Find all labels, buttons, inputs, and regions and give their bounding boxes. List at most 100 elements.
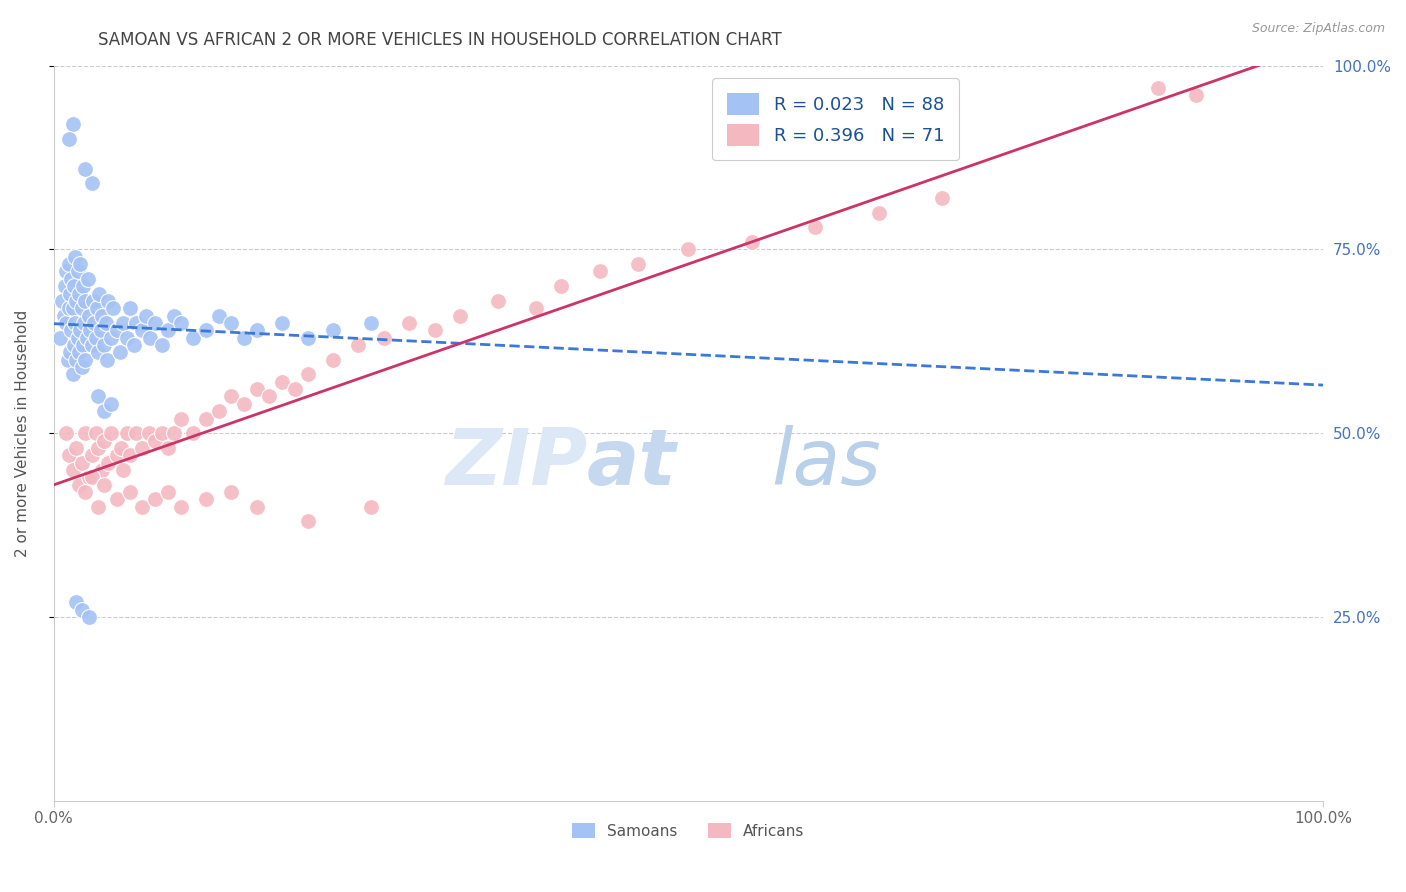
- Point: [156, 441, 179, 455]
- Point: [51, 293, 73, 308]
- Point: [55, 316, 77, 330]
- Point: [117, 331, 139, 345]
- Point: [62, 117, 84, 131]
- Point: [87, 389, 110, 403]
- Point: [94, 316, 117, 330]
- Y-axis label: 2 or more Vehicles in Household: 2 or more Vehicles in Household: [15, 310, 30, 557]
- Point: [208, 309, 231, 323]
- Point: [70, 360, 93, 375]
- Point: [59, 286, 82, 301]
- Point: [84, 331, 107, 345]
- Point: [70, 456, 93, 470]
- Point: [221, 389, 243, 403]
- Point: [156, 485, 179, 500]
- Point: [169, 411, 191, 425]
- Point: [72, 338, 94, 352]
- Text: at: at: [586, 425, 676, 500]
- Point: [486, 293, 509, 308]
- Point: [169, 316, 191, 330]
- Point: [62, 368, 84, 382]
- Point: [89, 286, 111, 301]
- Point: [77, 470, 100, 484]
- Point: [66, 264, 89, 278]
- Point: [194, 323, 217, 337]
- Point: [246, 500, 269, 514]
- Point: [221, 316, 243, 330]
- Point: [117, 426, 139, 441]
- Point: [246, 382, 269, 396]
- Point: [58, 448, 80, 462]
- Point: [67, 477, 90, 491]
- Point: [105, 492, 128, 507]
- Point: [322, 323, 344, 337]
- Point: [67, 286, 90, 301]
- Point: [322, 352, 344, 367]
- Point: [105, 323, 128, 337]
- Point: [150, 338, 173, 352]
- Point: [97, 293, 120, 308]
- Point: [373, 331, 395, 345]
- Point: [62, 463, 84, 477]
- Point: [62, 301, 84, 316]
- Point: [1147, 80, 1170, 95]
- Point: [55, 426, 77, 441]
- Point: [135, 309, 157, 323]
- Point: [221, 485, 243, 500]
- Point: [90, 309, 112, 323]
- Point: [63, 250, 86, 264]
- Point: [103, 301, 125, 316]
- Point: [80, 470, 103, 484]
- Point: [63, 338, 86, 352]
- Point: [49, 331, 72, 345]
- Point: [65, 441, 87, 455]
- Point: [77, 610, 100, 624]
- Point: [82, 293, 104, 308]
- Point: [60, 323, 83, 337]
- Point: [52, 309, 75, 323]
- Point: [156, 323, 179, 337]
- Point: [118, 485, 141, 500]
- Point: [93, 434, 115, 448]
- Point: [87, 500, 110, 514]
- Point: [297, 515, 319, 529]
- Point: [118, 448, 141, 462]
- Point: [75, 293, 97, 308]
- Point: [93, 338, 115, 352]
- Point: [150, 426, 173, 441]
- Point: [588, 264, 610, 278]
- Point: [96, 352, 118, 367]
- Point: [100, 331, 122, 345]
- Point: [56, 352, 79, 367]
- Point: [58, 301, 80, 316]
- Point: [108, 345, 131, 359]
- Point: [76, 331, 98, 345]
- Point: [67, 345, 90, 359]
- Text: SAMOAN VS AFRICAN 2 OR MORE VEHICLES IN HOUSEHOLD CORRELATION CHART: SAMOAN VS AFRICAN 2 OR MORE VEHICLES IN …: [98, 31, 782, 49]
- Point: [233, 397, 256, 411]
- Point: [139, 331, 162, 345]
- Text: ZIP: ZIP: [444, 425, 586, 500]
- Point: [181, 426, 204, 441]
- Point: [194, 492, 217, 507]
- Point: [53, 279, 76, 293]
- Point: [75, 352, 97, 367]
- Point: [163, 309, 186, 323]
- Point: [77, 309, 100, 323]
- Point: [69, 323, 91, 337]
- Point: [69, 257, 91, 271]
- Point: [72, 279, 94, 293]
- Point: [90, 323, 112, 337]
- Point: [347, 338, 370, 352]
- Point: [87, 345, 110, 359]
- Point: [75, 485, 97, 500]
- Point: [169, 500, 191, 514]
- Point: [284, 382, 307, 396]
- Point: [208, 404, 231, 418]
- Point: [143, 316, 166, 330]
- Point: [233, 331, 256, 345]
- Point: [83, 316, 105, 330]
- Point: [1185, 88, 1208, 103]
- Point: [65, 293, 87, 308]
- Point: [131, 441, 153, 455]
- Point: [360, 316, 382, 330]
